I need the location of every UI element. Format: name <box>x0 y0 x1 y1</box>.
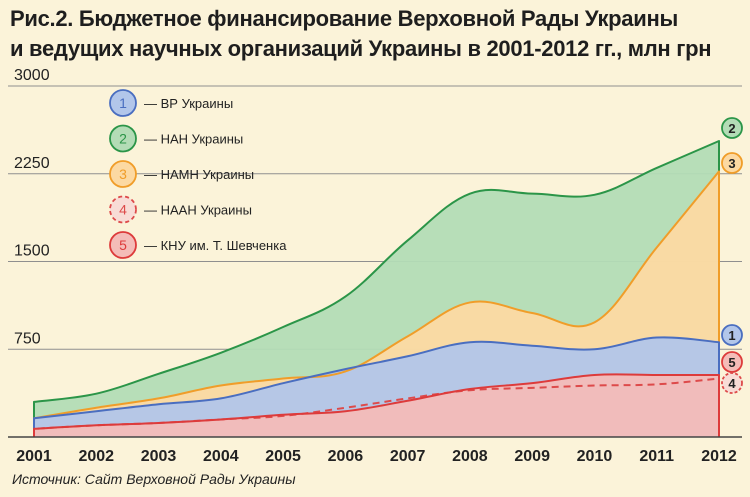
end-marker-3 <box>721 152 743 174</box>
chart-title: Рис.2. Бюджетное финансирование Верховно… <box>10 4 740 64</box>
end-marker-2 <box>721 117 743 139</box>
legend-marker-number: 3 <box>119 166 127 182</box>
x-tick-label: 2007 <box>390 448 426 465</box>
x-axis: 2001 2002 2003 2004 2005 2006 2007 2008 2009 2010… <box>8 436 742 465</box>
end-marker-number: 3 <box>728 156 735 171</box>
legend-marker-number: 1 <box>119 95 127 111</box>
legend-marker-number: 4 <box>119 202 127 218</box>
end-marker-number: 4 <box>728 376 736 391</box>
legend-marker-number: 2 <box>119 131 127 147</box>
title-line-2: и ведущих научных организаций Украины в … <box>10 36 712 61</box>
series-line-5 <box>33 373 720 437</box>
series-line-1 <box>33 336 720 437</box>
y-tick-label: 3000 <box>14 67 50 84</box>
y-axis-ticks: 750 1500 2250 3000 <box>14 67 50 347</box>
source-note: Источник: Сайт Верховной Рады Украины <box>12 471 296 487</box>
x-tick-label: 2003 <box>141 448 177 465</box>
series-areas <box>34 140 719 438</box>
y-tick-label: 2250 <box>14 155 50 172</box>
series-line-2 <box>33 139 720 437</box>
end-marker-number: 1 <box>728 328 735 343</box>
title-line-1: Рис.2. Бюджетное финансирование Верховно… <box>10 6 678 31</box>
x-tick-label: 2008 <box>452 448 488 465</box>
x-tick-label: 2010 <box>577 448 613 465</box>
x-tick-label: 2012 <box>701 448 737 465</box>
legend-marker-2 <box>109 124 137 153</box>
x-tick-label: 2001 <box>16 448 52 465</box>
end-markers: 2 3 1 5 4 <box>721 117 743 394</box>
series-lines <box>33 139 720 437</box>
legend-marker-1 <box>109 89 137 117</box>
x-tick-label: 2006 <box>328 448 364 465</box>
x-tick-label: 2005 <box>265 448 301 465</box>
legend-label-1: — ВР Украины <box>144 96 233 111</box>
end-marker-number: 5 <box>728 355 735 370</box>
legend-label-3: — НАМН Украины <box>144 167 254 182</box>
legend-label-5: — КНУ им. Т. Шевченка <box>144 238 287 253</box>
end-marker-number: 2 <box>728 121 735 136</box>
y-tick-label: 1500 <box>14 243 50 260</box>
end-marker-1 <box>721 324 743 346</box>
end-marker-5 <box>721 351 743 373</box>
x-tick-label: 2011 <box>639 448 674 465</box>
y-tick-label: 750 <box>14 330 41 347</box>
legend-marker-3 <box>109 160 137 188</box>
x-tick-label: 2002 <box>78 448 114 465</box>
legend: 1 — ВР Украины 2 — НАН Украины 3 — НАМН Украи… <box>109 89 287 259</box>
legend-marker-number: 5 <box>119 237 127 253</box>
legend-label-4: — НААН Украины <box>144 203 252 218</box>
legend-label-2: — НАН Украины <box>144 132 243 147</box>
x-tick-label: 2009 <box>514 448 550 465</box>
legend-marker-4 <box>109 195 137 224</box>
x-tick-label: 2004 <box>203 448 239 465</box>
series-line-3 <box>33 170 720 437</box>
end-marker-4 <box>721 372 743 394</box>
legend-marker-5 <box>109 231 137 259</box>
